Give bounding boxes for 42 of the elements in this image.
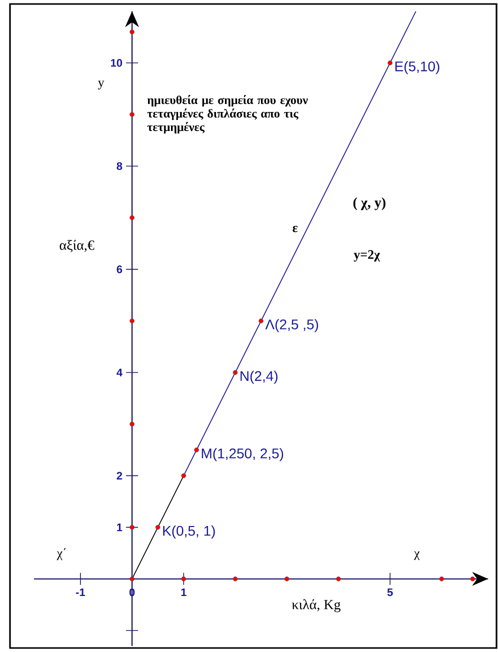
x-tick-label: 1	[181, 588, 186, 596]
y-axis-title: αξία,€	[60, 240, 94, 252]
point	[388, 60, 392, 66]
point	[258, 318, 264, 324]
annotation: N(2,4)	[240, 370, 278, 384]
point	[155, 524, 160, 530]
annotation: ( χ, y)	[353, 197, 386, 210]
y-tick-label: 6	[116, 265, 122, 274]
annotation: y	[98, 80, 104, 90]
point	[181, 473, 186, 478]
point	[439, 576, 444, 582]
annotation: M(1,250, 2,5)	[202, 448, 284, 462]
x-axis-title: κιλά, Kg	[292, 599, 341, 612]
point	[232, 370, 238, 375]
point	[130, 576, 134, 582]
annotation: ε	[292, 226, 298, 232]
point	[232, 576, 238, 582]
annotation: y=2χ	[354, 250, 380, 262]
y-tick-label: 8	[116, 162, 122, 170]
y-tick-label: 10	[110, 59, 122, 67]
y-tick-label: 2	[116, 472, 122, 480]
point	[194, 448, 199, 452]
point	[130, 30, 134, 34]
point	[336, 576, 341, 582]
annotation: χ΄	[56, 548, 66, 560]
point	[284, 576, 290, 582]
annotation: ημιευθεία με σημεία που εχουν τεταγμένες διπλάσιες απο τις τετμημένες	[147, 95, 308, 134]
y-tick-label: 1	[117, 524, 122, 532]
annotation: Λ(2,5 ,5)	[265, 319, 318, 332]
x-tick-label: -1	[76, 588, 86, 596]
annotation: χ	[414, 551, 420, 560]
point	[181, 576, 186, 582]
annotation: E(5,10)	[395, 61, 440, 74]
point	[130, 318, 134, 324]
point	[130, 524, 134, 530]
point	[130, 215, 134, 220]
annotation: K(0,5, 1)	[163, 526, 215, 539]
y-tick-label: 4	[116, 368, 122, 376]
x-tick-label: 5	[387, 588, 393, 596]
point	[470, 576, 476, 582]
point	[130, 422, 134, 427]
point	[130, 112, 134, 117]
